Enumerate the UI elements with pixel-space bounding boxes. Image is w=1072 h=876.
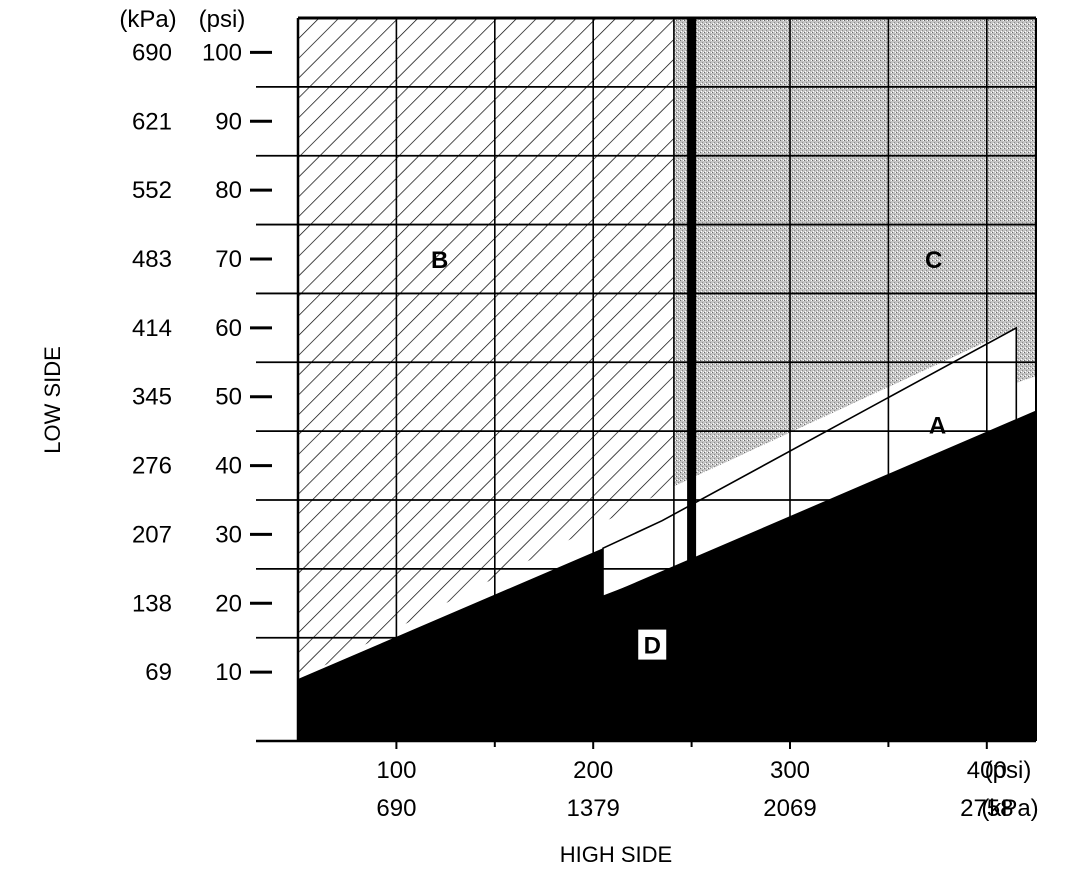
x-tick-label-psi: 300 (770, 757, 810, 784)
y-tick-label-kpa: 552 (132, 177, 172, 204)
y-axis-title: LOW SIDE (40, 346, 65, 454)
x-unit-psi: (psi) (985, 757, 1032, 784)
region-label-b: B (431, 247, 448, 274)
y-unit-kpa: (kPa) (119, 6, 176, 33)
x-tick-label-kpa: 2758 (960, 795, 1013, 822)
y-tick-label-kpa: 69 (145, 659, 172, 686)
x-tick-label-kpa: 2069 (763, 795, 816, 822)
y-tick-label-psi: 70 (215, 246, 242, 273)
grid-layer (250, 16, 1037, 749)
region-label-bg-d (638, 629, 667, 660)
region-label-c: C (925, 247, 942, 274)
y-tick-label-kpa: 345 (132, 384, 172, 411)
y-tick-label-kpa: 690 (132, 39, 172, 66)
y-tick-label-psi: 20 (215, 590, 242, 617)
x-unit-kpa: (kPa) (981, 795, 1038, 822)
region-a-outline (602, 326, 1018, 598)
x-tick-label-psi: 200 (573, 757, 613, 784)
y-tick-label-psi: 60 (215, 315, 242, 342)
y-tick-label-psi: 30 (215, 521, 242, 548)
y-tick-label-psi: 10 (215, 659, 242, 686)
y-tick-label-kpa: 138 (132, 590, 172, 617)
x-tick-label-psi: 100 (376, 757, 416, 784)
region-label-d: D (644, 633, 661, 660)
y-tick-label-kpa: 207 (132, 521, 172, 548)
y-unit-psi: (psi) (199, 6, 246, 33)
y-tick-label-psi: 100 (202, 39, 242, 66)
x-tick-label-kpa: 690 (376, 795, 416, 822)
y-tick-label-psi: 90 (215, 108, 242, 135)
y-tick-label-psi: 40 (215, 453, 242, 480)
y-tick-label-kpa: 276 (132, 453, 172, 480)
regions-layer (298, 18, 1036, 741)
region-b (298, 18, 674, 679)
y-tick-label-psi: 50 (215, 384, 242, 411)
x-tick-label-psi: 400 (967, 757, 1007, 784)
region-a (603, 327, 1017, 597)
x-axis-title: HIGH SIDE (560, 842, 672, 867)
y-tick-label-kpa: 414 (132, 315, 172, 342)
y-tick-label-kpa: 621 (132, 108, 172, 135)
region-c (673, 18, 1036, 487)
x-tick-label-kpa: 1379 (567, 795, 620, 822)
region-label-a: A (929, 412, 946, 439)
y-tick-label-kpa: 483 (132, 246, 172, 273)
region-d (298, 410, 1036, 741)
y-tick-label-psi: 80 (215, 177, 242, 204)
